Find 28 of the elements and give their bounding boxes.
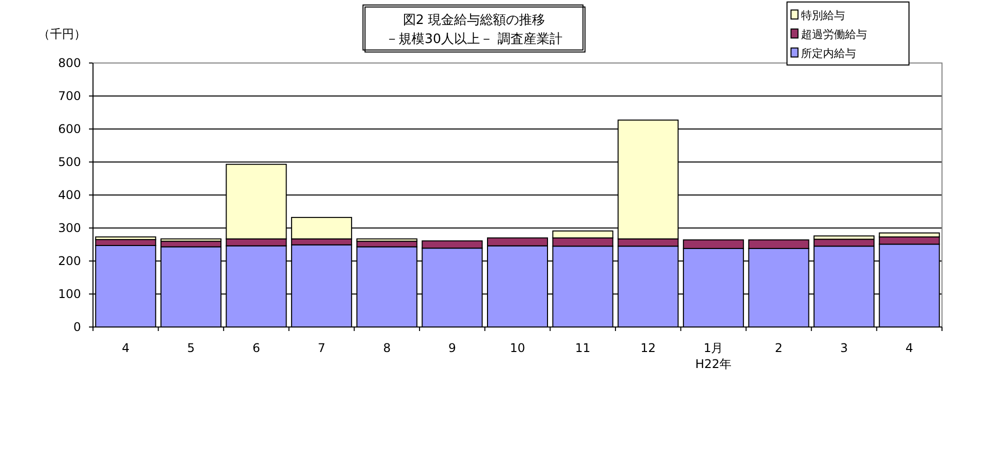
y-tick-label: 300 [58,221,81,235]
y-axis-title: （千円） [38,27,86,41]
x-tick-label: 6 [252,341,260,355]
y-tick-label: 500 [58,155,81,169]
y-tick-label: 400 [58,188,81,202]
chart-title: 図2 現金給与総額の推移 [402,13,546,28]
x-tick-label: 3 [840,341,848,355]
y-tick-label: 200 [58,254,81,268]
legend-label: 超過労働給与 [801,28,867,41]
y-tick-label: 600 [58,122,81,136]
x-tick-label: 12 [640,341,656,355]
x-tick-label: 2 [774,341,783,355]
x-tick-label: 8 [383,341,391,355]
legend-label: 所定内給与 [801,47,856,60]
legend-label: 特別給与 [801,9,845,22]
x-tick-label: 10 [510,341,526,355]
chart-subtitle: －規模30人以上－ 調査産業計 [386,31,562,47]
x-tick-label: 4 [122,341,130,355]
x-tick-label: 1月 H22年 [695,341,732,371]
x-tick-label: 11 [575,341,590,355]
y-tick-label: 800 [58,56,81,70]
y-tick-label: 700 [58,89,81,103]
x-tick-label: 7 [318,341,326,355]
x-tick-label: 5 [187,341,195,355]
x-tick-label: 9 [448,341,456,355]
x-tick-label: 4 [906,341,914,355]
y-tick-label: 0 [73,320,81,334]
y-tick-label: 100 [58,287,81,301]
